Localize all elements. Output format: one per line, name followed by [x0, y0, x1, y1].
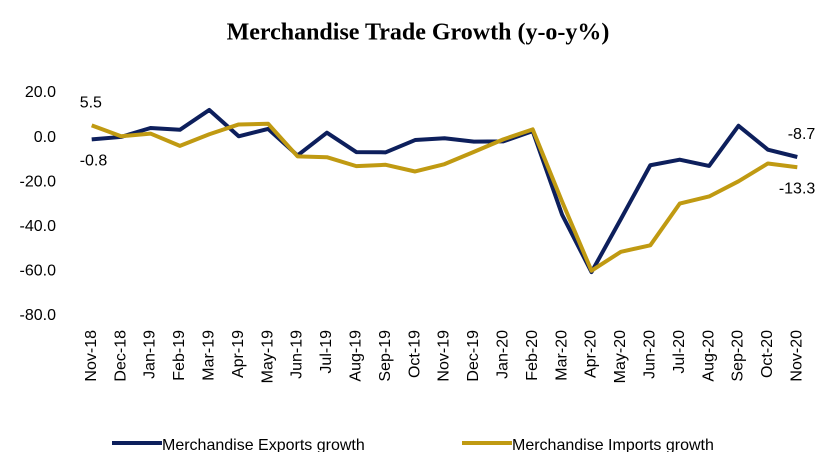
x-tick-label: Apr-19 — [230, 330, 247, 378]
data-label: -13.3 — [779, 180, 816, 197]
x-tick-label: Aug-19 — [348, 330, 365, 382]
x-tick-label: May-20 — [612, 330, 629, 383]
x-tick-label: Oct-20 — [759, 330, 776, 378]
legend-label: Merchandise Exports growth — [162, 437, 365, 452]
x-tick-label: Oct-19 — [406, 330, 423, 378]
y-tick-label: -80.0 — [20, 307, 57, 324]
data-label: -8.7 — [788, 126, 816, 143]
y-tick-label: 20.0 — [25, 84, 56, 101]
x-tick-label: Jul-20 — [671, 330, 688, 374]
x-tick-label: Sep-20 — [730, 330, 747, 382]
series-line — [91, 107, 798, 275]
x-tick-label: Dec-18 — [112, 330, 129, 382]
x-tick-label: Jan-20 — [495, 330, 512, 379]
x-tick-label: Dec-19 — [465, 330, 482, 382]
y-tick-label: -40.0 — [20, 218, 57, 235]
y-tick-label: -60.0 — [20, 263, 57, 280]
y-tick-label: 0.0 — [34, 129, 56, 146]
chart-title: Merchandise Trade Growth (y-o-y%) — [227, 20, 610, 46]
x-tick-label: Jul-19 — [318, 330, 335, 374]
series-line — [91, 121, 798, 273]
x-tick-label: Aug-20 — [700, 330, 717, 382]
x-tick-label: Jun-20 — [642, 330, 659, 379]
x-tick-label: Jan-19 — [142, 330, 159, 379]
x-tick-label: Jun-19 — [289, 330, 306, 379]
y-tick-label: -20.0 — [20, 173, 57, 190]
data-label: -0.8 — [80, 153, 108, 170]
x-tick-label: Mar-19 — [201, 330, 218, 381]
x-tick-label: Sep-19 — [377, 330, 394, 382]
x-tick-label: Nov-19 — [436, 330, 453, 382]
x-tick-label: Nov-18 — [83, 330, 100, 382]
x-tick-label: Nov-20 — [789, 330, 806, 382]
x-tick-label: Mar-20 — [553, 330, 570, 381]
x-tick-label: May-19 — [259, 330, 276, 383]
legend-label: Merchandise Imports growth — [512, 437, 714, 452]
x-tick-label: Apr-20 — [583, 330, 600, 378]
x-tick-label: Feb-20 — [524, 330, 541, 381]
data-label: 5.5 — [80, 95, 102, 112]
x-tick-label: Feb-19 — [171, 330, 188, 381]
